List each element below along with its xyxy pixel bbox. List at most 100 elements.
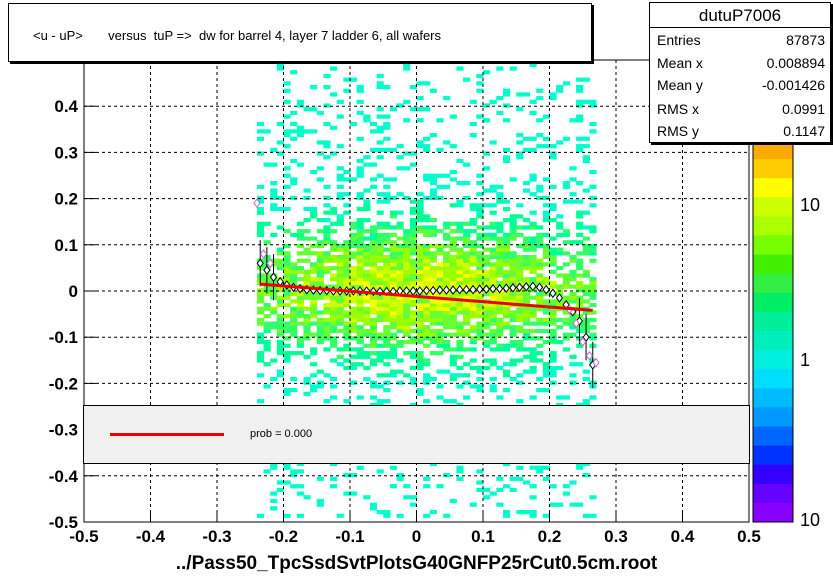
stats-row: Mean y -0.001426 (657, 77, 825, 93)
heatmap-cell (416, 280, 424, 286)
heatmap-cell (263, 240, 271, 245)
heatmap-cell (529, 110, 537, 116)
heatmap-cell (476, 480, 484, 485)
heatmap-cell (469, 132, 477, 138)
heatmap-cell (283, 88, 291, 93)
heatmap-cell (589, 229, 597, 234)
heatmap-cell (316, 258, 324, 263)
heatmap-cell (363, 321, 371, 326)
heatmap-cell (536, 258, 544, 263)
fit-legend-line (110, 433, 224, 436)
profile-point (416, 286, 424, 296)
heatmap-cell (350, 295, 358, 300)
heatmap-cell (409, 328, 417, 334)
heatmap-cell (522, 262, 531, 267)
heatmap-cell (376, 336, 384, 341)
heatmap-cell (283, 99, 291, 104)
heatmap-cell (456, 373, 464, 378)
heatmap-cell (549, 303, 557, 308)
heatmap-cell (429, 177, 437, 182)
heatmap-cell (416, 192, 424, 197)
heatmap-cell (336, 173, 344, 178)
heatmap-cell (316, 502, 324, 507)
heatmap-cell (569, 199, 577, 204)
heatmap-cell (356, 266, 364, 271)
heatmap-cell (350, 254, 358, 260)
heatmap-cell (443, 262, 451, 267)
stats-label: Mean x (657, 55, 703, 71)
heatmap-cell (516, 262, 524, 267)
heatmap-cell (589, 303, 597, 308)
heatmap-cell (436, 243, 444, 249)
heatmap-cell (489, 140, 497, 145)
heatmap-cell (509, 295, 517, 300)
heatmap-cell (436, 229, 444, 234)
heatmap-cell (576, 114, 584, 119)
heatmap-cell (429, 306, 437, 311)
heatmap-cell (290, 299, 298, 304)
heatmap-cell (449, 277, 457, 282)
heatmap-cell (350, 473, 358, 478)
heatmap-cell (389, 243, 398, 249)
heatmap-cell (403, 258, 411, 263)
heatmap-cell (576, 84, 584, 90)
profile-point (585, 350, 594, 361)
heatmap-cell (416, 303, 424, 308)
heatmap-cell (416, 328, 424, 334)
heatmap-cell (336, 354, 344, 359)
heatmap-cell (356, 192, 364, 197)
heatmap-cell (516, 225, 524, 230)
heatmap-cell (263, 129, 271, 134)
profile-point (456, 284, 464, 295)
heatmap-cell (310, 295, 318, 300)
heatmap-cell (376, 509, 384, 515)
heatmap-cell (483, 310, 491, 315)
heatmap-cell (516, 306, 524, 311)
heatmap-cell (256, 317, 265, 322)
colorbar-band (753, 292, 793, 313)
heatmap-cell (356, 236, 364, 241)
heatmap-cell (303, 376, 311, 382)
heatmap-cell (569, 166, 577, 171)
heatmap-cell (376, 273, 384, 278)
heatmap-cell (389, 336, 398, 341)
heatmap-cell (556, 325, 564, 330)
heatmap-cell (323, 73, 331, 79)
heatmap-cell (323, 210, 331, 215)
heatmap-cell (263, 328, 271, 334)
heatmap-cell (303, 332, 311, 337)
colorbar-band (753, 350, 793, 370)
heatmap-cell (443, 299, 451, 304)
heatmap-cell (536, 195, 544, 201)
profile-point (462, 284, 470, 295)
heatmap-cell (476, 291, 484, 297)
heatmap-cell (256, 121, 265, 127)
heatmap-cell (576, 181, 584, 186)
heatmap-cell (356, 158, 364, 164)
heatmap-cell (336, 184, 344, 189)
heatmap-cell (316, 177, 324, 182)
heatmap-cell (323, 195, 331, 201)
heatmap-cell (476, 181, 484, 186)
heatmap-cell (276, 288, 284, 293)
heatmap-cell (403, 118, 411, 123)
heatmap-cell (476, 243, 484, 249)
heatmap-cell (416, 203, 424, 208)
heatmap-cell (522, 258, 531, 263)
heatmap-cell (376, 147, 384, 152)
y-tick-label: -0.5 (49, 513, 78, 532)
heatmap-cell (383, 399, 391, 404)
heatmap-cell (383, 388, 391, 393)
heatmap-cell (429, 243, 437, 249)
heatmap-cell (569, 177, 577, 182)
heatmap-cell (336, 321, 344, 326)
heatmap-cell (416, 273, 424, 278)
heatmap-cell (443, 399, 451, 404)
heatmap-cell (383, 240, 391, 245)
heatmap-cell (576, 258, 584, 263)
profile-point (529, 281, 537, 292)
heatmap-cell (376, 173, 384, 178)
heatmap-cell (549, 258, 557, 263)
heatmap-cell (283, 291, 291, 297)
heatmap-cell (363, 203, 371, 208)
